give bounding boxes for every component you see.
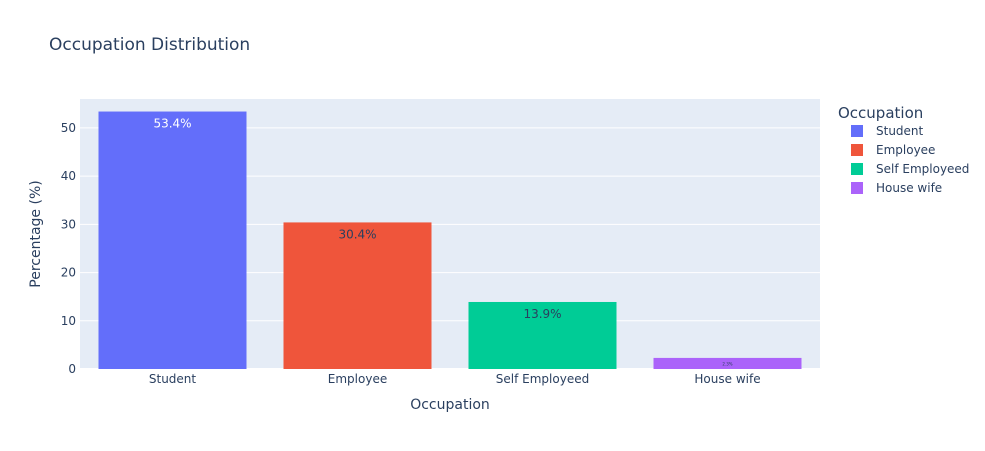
- bar-employee[interactable]: [283, 222, 432, 369]
- legend-swatch[interactable]: [851, 144, 863, 156]
- data-label: 2.3%: [722, 361, 732, 366]
- y-axis-label: Percentage (%): [28, 180, 44, 287]
- y-tick-label: 40: [61, 169, 76, 183]
- data-labels: 53.4% 30.4% 13.9% 2.3%: [153, 117, 732, 367]
- data-label: 30.4%: [338, 227, 376, 241]
- y-tick-label: 30: [61, 217, 76, 231]
- bar-student[interactable]: [98, 111, 247, 370]
- y-tick-label: 20: [61, 266, 76, 280]
- x-axis-ticks: Student Employee Self Employeed House wife: [149, 372, 761, 386]
- legend-swatch[interactable]: [851, 125, 863, 137]
- y-tick-label: 0: [68, 362, 76, 376]
- chart-title: Occupation Distribution: [49, 35, 250, 55]
- legend-swatch[interactable]: [851, 163, 863, 175]
- bar-self-employeed[interactable]: [468, 301, 617, 369]
- legend-title: Occupation: [838, 104, 923, 122]
- y-tick-label: 10: [61, 314, 76, 328]
- y-tick-label: 50: [61, 121, 76, 135]
- x-axis-label: Occupation: [410, 397, 490, 413]
- legend: Occupation Student Employee Self Employeed…: [838, 104, 969, 195]
- bars: [98, 111, 802, 370]
- x-tick-label: House wife: [694, 372, 760, 386]
- legend-item-label[interactable]: Self Employeed: [876, 162, 969, 176]
- data-label: 13.9%: [523, 307, 561, 321]
- x-tick-label: Student: [149, 372, 197, 386]
- legend-item-label[interactable]: House wife: [876, 181, 942, 195]
- legend-swatch[interactable]: [851, 182, 863, 194]
- y-axis-ticks: 0 10 20 30 40 50: [61, 121, 76, 376]
- x-tick-label: Self Employeed: [496, 372, 589, 386]
- bar-house-wife[interactable]: [653, 357, 802, 369]
- x-tick-label: Employee: [328, 372, 387, 386]
- legend-item-label[interactable]: Employee: [876, 143, 935, 157]
- legend-item-label[interactable]: Student: [876, 124, 924, 138]
- data-label: 53.4%: [153, 117, 191, 131]
